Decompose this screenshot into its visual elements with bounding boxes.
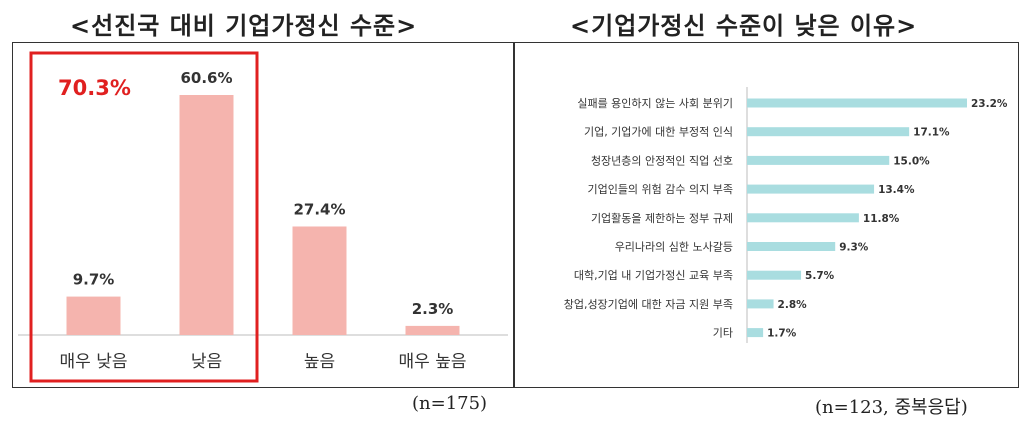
- bar: [405, 325, 460, 335]
- bar: [747, 299, 774, 309]
- category-label: 기타: [713, 327, 733, 340]
- category-label: 기업, 기업가에 대한 부정적 인식: [584, 126, 733, 139]
- data-label: 9.7%: [73, 271, 115, 289]
- data-label: 11.8%: [863, 213, 900, 225]
- data-label: 5.7%: [805, 270, 835, 282]
- data-label: 2.8%: [778, 299, 808, 311]
- bar: [747, 328, 764, 338]
- data-label: 23.2%: [971, 98, 1008, 110]
- left-chart-title: <선진국 대비 기업가정신 수준>: [70, 12, 418, 40]
- data-label: 2.3%: [412, 300, 454, 318]
- category-label: 실패를 용인하지 않는 사회 분위기: [577, 96, 733, 110]
- left-bar-chart: 9.7% 매우 낮음 60.6% 낮음 27.4% 높음 2.3% 매우 높음 70.3%: [18, 51, 508, 383]
- tick-label: 매우 낮음: [60, 352, 128, 372]
- data-label: 13.4%: [878, 184, 915, 196]
- bar: [747, 184, 875, 194]
- right-chart-title: <기업가정신 수준이 낮은 이유>: [570, 12, 918, 40]
- category-label: 기업인들의 위험 감수 의지 부족: [587, 183, 733, 196]
- category-label: 창업,성장기업에 대한 자금 지원 부족: [564, 298, 733, 311]
- tick-label: 높음: [304, 352, 335, 372]
- highlight-total-label: 70.3%: [58, 76, 131, 100]
- right-chart-panel: 실패를 용인하지 않는 사회 분위기 23.2% 기업, 기업가에 대한 부정적 인…: [514, 42, 1019, 388]
- category-label: 대학,기업 내 기업가정신 교육 부족: [574, 269, 733, 282]
- bar: [66, 296, 121, 335]
- data-label: 60.6%: [180, 69, 232, 87]
- bar: [747, 98, 967, 108]
- data-label: 17.1%: [913, 127, 950, 139]
- bar: [747, 270, 802, 280]
- bar: [747, 242, 836, 251]
- data-label: 1.7%: [767, 328, 797, 340]
- category-label: 청장년층의 안정적인 직업 선호: [591, 154, 733, 167]
- data-label: 15.0%: [893, 155, 930, 167]
- category-label: 우리나라의 심한 노사갈등: [615, 240, 733, 254]
- right-sample-note: (n=123, 중복응답): [815, 397, 968, 418]
- bar: [292, 226, 347, 335]
- tick-label: 낮음: [191, 352, 222, 372]
- bar: [179, 95, 234, 335]
- right-bar-chart: 실패를 용인하지 않는 사회 분위기 23.2% 기업, 기업가에 대한 부정적 인…: [564, 87, 1008, 343]
- highlight-box: [29, 51, 259, 383]
- data-label: 27.4%: [293, 200, 345, 218]
- left-sample-note: (n=175): [412, 393, 488, 414]
- tick-label: 매우 높음: [399, 352, 467, 372]
- category-label: 기업활동을 제한하는 정부 규제: [591, 211, 733, 225]
- data-label: 9.3%: [839, 242, 869, 254]
- bar: [747, 155, 890, 165]
- left-chart-panel: 9.7% 매우 낮음 60.6% 낮음 27.4% 높음 2.3% 매우 높음 70.3%: [12, 42, 514, 388]
- bar: [747, 127, 910, 137]
- bar: [747, 213, 859, 223]
